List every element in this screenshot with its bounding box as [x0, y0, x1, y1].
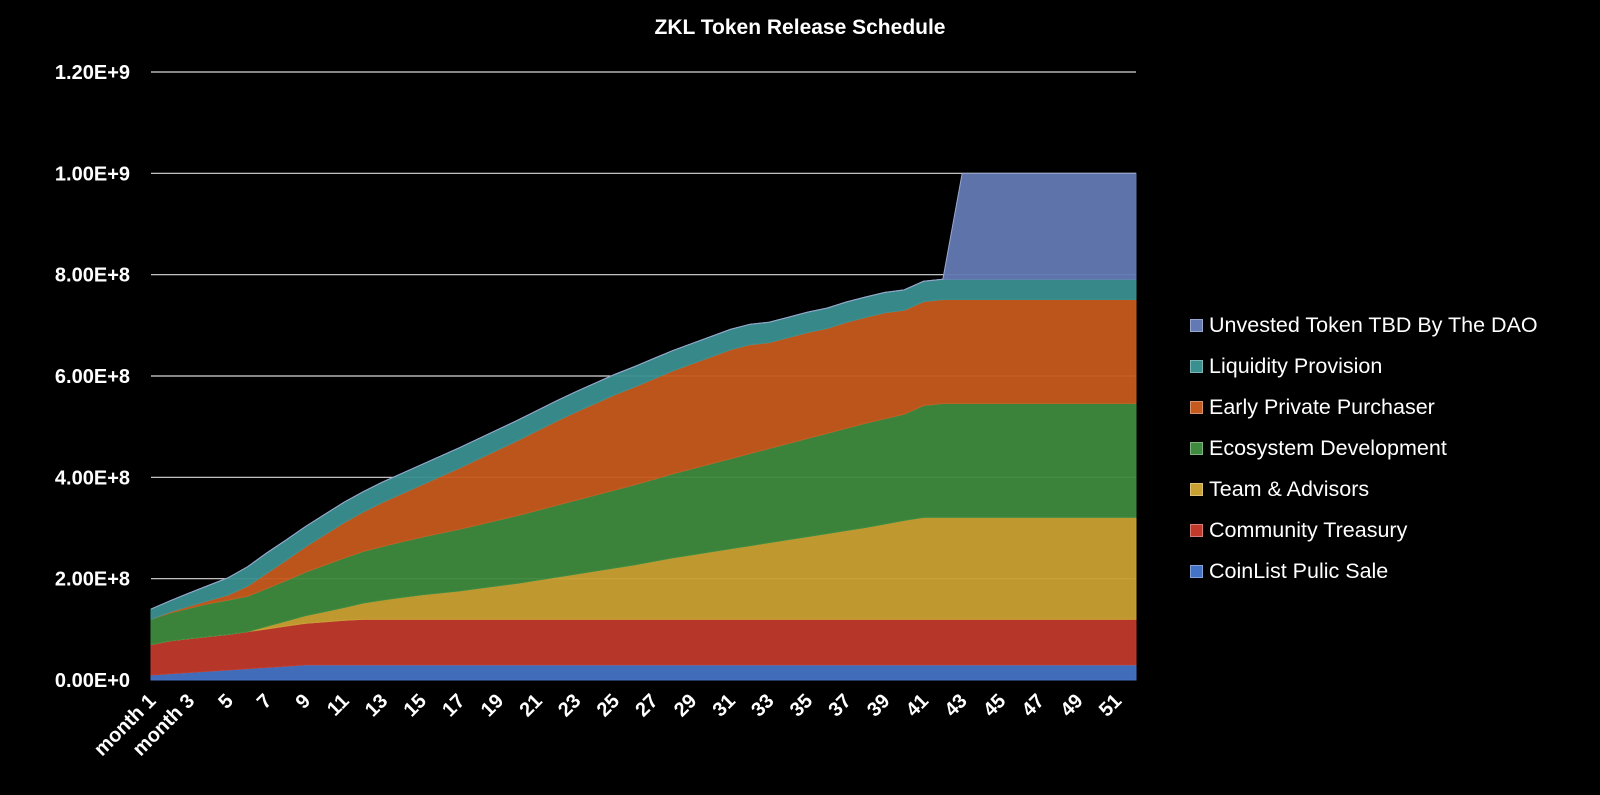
- legend-label: Community Treasury: [1209, 518, 1408, 542]
- legend-item: Unvested Token TBD By The DAO: [1190, 305, 1538, 346]
- x-tick-label: 39: [863, 690, 894, 721]
- x-tick-label: 17: [438, 690, 469, 721]
- x-tick-label: 27: [631, 690, 662, 721]
- chart-legend: Unvested Token TBD By The DAO Liquidity P…: [1190, 305, 1538, 592]
- x-tick-label: 45: [979, 690, 1010, 721]
- y-tick-label: 2.00E+8: [55, 569, 130, 591]
- area-coinlist-pulic-sale: [150, 664, 1137, 681]
- legend-swatch: [1190, 401, 1203, 414]
- legend-label: Liquidity Provision: [1209, 354, 1383, 378]
- y-tick-label: 4.00E+8: [55, 467, 130, 489]
- legend-item: Community Treasury: [1190, 510, 1538, 551]
- legend-swatch: [1190, 319, 1203, 332]
- x-tick-label: 7: [253, 690, 276, 713]
- x-tick-label: 21: [516, 690, 547, 721]
- x-tick-label: 51: [1095, 690, 1126, 721]
- y-tick-label: 0.00E+0: [55, 670, 130, 692]
- x-tick-label: 33: [747, 690, 778, 721]
- legend-item: CoinList Pulic Sale: [1190, 551, 1538, 592]
- x-tick-label: 41: [902, 690, 933, 721]
- area-edge-unvested-token-tbd-by-the-dao: [150, 172, 1136, 610]
- legend-label: Early Private Purchaser: [1209, 395, 1435, 419]
- legend-swatch: [1190, 483, 1203, 496]
- legend-item: Early Private Purchaser: [1190, 387, 1538, 428]
- legend-label: CoinList Pulic Sale: [1209, 559, 1389, 583]
- x-tick-label: 5: [214, 690, 237, 713]
- legend-swatch: [1190, 565, 1203, 578]
- legend-swatch: [1190, 442, 1203, 455]
- legend-swatch: [1190, 360, 1203, 373]
- legend-item: Liquidity Provision: [1190, 346, 1538, 387]
- legend-label: Unvested Token TBD By The DAO: [1209, 313, 1538, 337]
- legend-item: Team & Advisors: [1190, 469, 1538, 510]
- chart-title: ZKL Token Release Schedule: [654, 16, 946, 39]
- x-tick-label: 13: [361, 690, 392, 721]
- x-tick-label: 15: [400, 690, 431, 721]
- legend-label: Team & Advisors: [1209, 477, 1370, 501]
- area-series: [150, 172, 1137, 681]
- x-tick-label: 49: [1056, 690, 1087, 721]
- legend-label: Ecosystem Development: [1209, 436, 1447, 460]
- y-tick-label: 1.00E+9: [55, 163, 130, 185]
- y-tick-label: 1.20E+9: [55, 62, 130, 84]
- x-tick-label: 35: [786, 690, 817, 721]
- x-tick-label: 23: [554, 690, 585, 721]
- legend-swatch: [1190, 524, 1203, 537]
- x-tick-label: 9: [292, 690, 315, 713]
- x-tick-label: 31: [709, 690, 740, 721]
- area-unvested-token-tbd-by-the-dao: [150, 172, 1137, 610]
- x-tick-label: 25: [593, 690, 624, 721]
- x-tick-label: 37: [825, 690, 856, 721]
- y-tick-label: 6.00E+8: [55, 366, 130, 388]
- x-tick-label: 47: [1018, 690, 1049, 721]
- legend-item: Ecosystem Development: [1190, 428, 1538, 469]
- y-tick-label: 8.00E+8: [55, 265, 130, 287]
- y-axis-tick-labels: 0.00E+0 2.00E+8 4.00E+8 6.00E+8 8.00E+8 1.00E…: [55, 62, 130, 692]
- x-tick-label: 19: [477, 690, 508, 721]
- x-tick-label: 11: [323, 690, 354, 721]
- x-tick-label: 29: [670, 690, 701, 721]
- x-tick-label: 43: [940, 690, 971, 721]
